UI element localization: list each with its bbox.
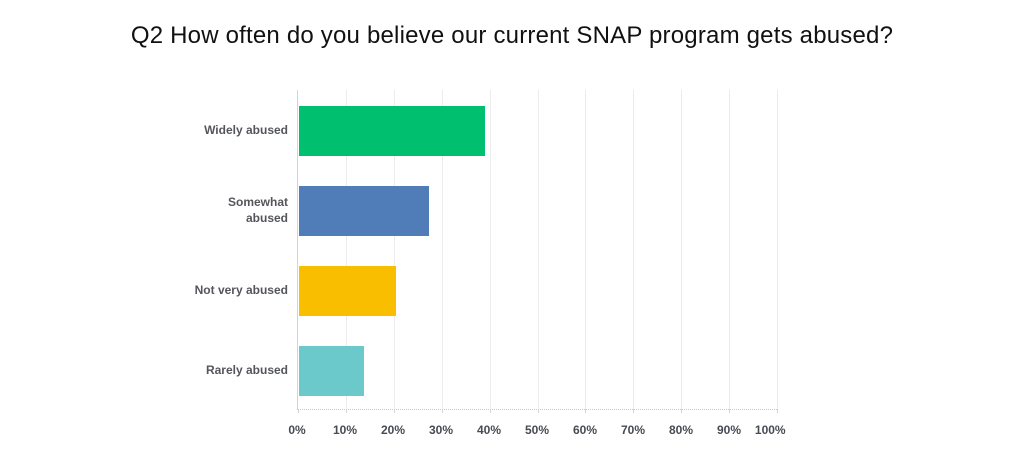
axis-tick-100- bbox=[777, 409, 778, 413]
axis-tick-80- bbox=[681, 409, 683, 413]
x-tick-label-40-: 40% bbox=[476, 423, 502, 437]
axis-tick-20- bbox=[393, 409, 395, 413]
bar-not-very-abused bbox=[299, 266, 396, 316]
x-tick-label-70-: 70% bbox=[620, 423, 646, 437]
bar-rarely-abused bbox=[299, 346, 364, 396]
category-label-widely-abused: Widely abused bbox=[204, 123, 288, 137]
x-tick-label-80-: 80% bbox=[668, 423, 694, 437]
gridline-80- bbox=[681, 90, 683, 409]
gridline-90- bbox=[729, 90, 731, 409]
x-tick-label-60-: 60% bbox=[572, 423, 598, 437]
chart-title: Q2 How often do you believe our current … bbox=[130, 22, 894, 49]
gridline-60- bbox=[585, 90, 587, 409]
axis-tick-40- bbox=[489, 409, 491, 413]
axis-tick-50- bbox=[537, 409, 539, 413]
axis-tick-30- bbox=[441, 409, 443, 413]
x-tick-label-20-: 20% bbox=[380, 423, 406, 437]
bar-row-rarely-abused bbox=[298, 330, 777, 410]
bar-widely-abused bbox=[299, 106, 485, 156]
gridline-50- bbox=[537, 90, 539, 409]
category-label-rarely-abused: Rarely abused bbox=[205, 363, 288, 377]
category-label-not-very-abused: Not very abused bbox=[194, 283, 288, 297]
x-axis-tick-labels: 0% 10% 20% 30% 40% 50% 60% 70% 80% 90% 100% bbox=[288, 423, 785, 439]
bar-row-somewhat-abused bbox=[298, 170, 777, 250]
gridline-20- bbox=[393, 90, 395, 409]
x-tick-label-10-: 10% bbox=[332, 423, 358, 437]
gridline-30- bbox=[441, 90, 443, 409]
axis-tick-90- bbox=[729, 409, 731, 413]
x-tick-label-100-: 100% bbox=[754, 423, 786, 437]
x-tick-label-30-: 30% bbox=[428, 423, 454, 437]
axis-tick-10- bbox=[345, 409, 347, 413]
bar-row-not-very-abused bbox=[298, 250, 777, 330]
gridline-10- bbox=[345, 90, 347, 409]
axis-tick-0- bbox=[298, 409, 299, 413]
gridline-70- bbox=[633, 90, 635, 409]
bar-row-widely-abused bbox=[298, 90, 777, 170]
axis-tick-70- bbox=[633, 409, 635, 413]
axis-tick-60- bbox=[585, 409, 587, 413]
bar-somewhat-abused bbox=[299, 186, 430, 236]
gridline-100- bbox=[777, 90, 778, 409]
x-tick-label-0-: 0% bbox=[288, 423, 306, 437]
category-label-somewhat-abused: Somewhat abused bbox=[227, 195, 288, 225]
category-axis-labels: Widely abused Somewhat abused Not very abu… bbox=[186, 90, 288, 410]
plot-area bbox=[297, 90, 778, 413]
x-tick-label-90-: 90% bbox=[716, 423, 742, 437]
x-tick-label-50-: 50% bbox=[524, 423, 550, 437]
gridline-40- bbox=[489, 90, 491, 409]
